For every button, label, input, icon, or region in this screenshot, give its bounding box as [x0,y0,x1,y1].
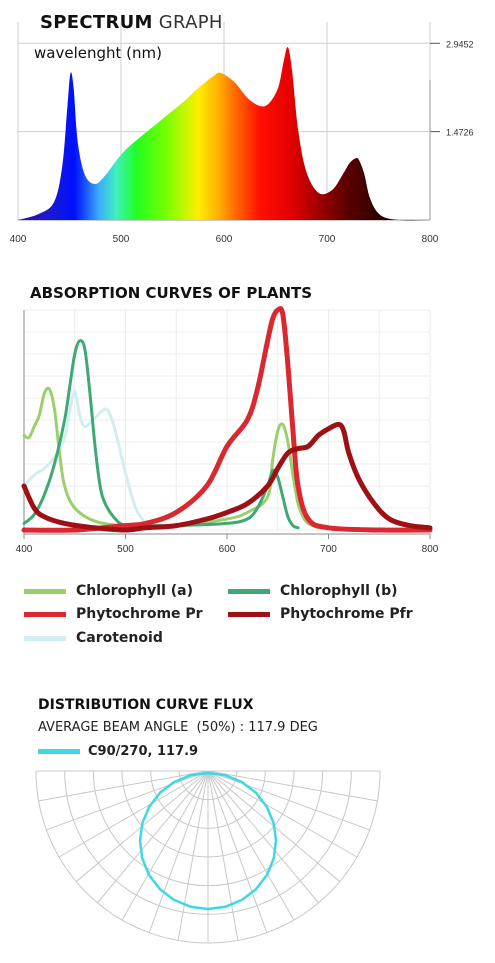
polar-spoke [148,770,209,933]
legend-label-chlorophyll-a: Chlorophyll (a) [76,583,194,599]
polar-spoke [58,770,209,858]
polar-spoke [121,770,209,921]
legend-label-phytochrome-pfr: Phytochrome Pfr [280,606,413,622]
spectrum-y-tick-label: 2.9452 [446,39,474,49]
flux-polar-chart [35,770,381,944]
polar-spoke [177,770,209,941]
absorption-x-tick-label: 400 [16,544,33,555]
polar-spoke [207,770,295,921]
legend-carotenoid: Carotenoid [24,630,163,646]
spectrum-x-tick-label: 600 [216,234,233,245]
spectrum-title: SPECTRUM GRAPH [40,12,223,33]
polar-spoke [207,770,378,802]
spectrum-x-tick-label: 800 [422,234,439,245]
polar-spoke [207,770,370,831]
absorption-line-carotenoid [22,389,148,525]
absorption-x-tick-label: 800 [422,544,439,555]
legend-label-carotenoid: Carotenoid [76,630,163,646]
absorption-line-phytochrome-pfr [21,421,433,533]
spectrum-title-rest: GRAPH [152,12,223,33]
flux-legend: C90/270, 117.9 [38,744,198,759]
polar-spoke [207,770,239,941]
legend-chlorophyll-b: Chlorophyll (b) [228,583,398,599]
spectrum-x-tick-label: 500 [113,234,130,245]
polar-spoke [207,770,319,904]
legend-swatch-chlorophyll-a [24,588,66,594]
flux-title: DISTRIBUTION CURVE FLUX [38,697,254,713]
absorption-x-tick-label: 600 [219,544,236,555]
polar-spoke [97,770,209,904]
polar-spoke [207,770,268,933]
absorption-chart: 400 500 600 700 800 [16,305,439,555]
absorption-title: ABSORPTION CURVES OF PLANTS [30,284,313,302]
spectrum-y-tick-label: 1.4726 [446,128,474,138]
absorption-x-tick-label: 700 [320,544,337,555]
flux-legend-label: C90/270, 117.9 [88,744,199,759]
legend-phytochrome-pr: Phytochrome Pr [24,606,203,622]
spectrum-chart: 400 500 600 700 800 1.4726 2.9452 [10,22,474,245]
legend-label-chlorophyll-b: Chlorophyll (b) [280,583,398,599]
spectrum-section: SPECTRUM GRAPH wavelenght (nm) [0,0,495,250]
absorption-line-chlorophyll-a [22,386,320,530]
legend-swatch-phytochrome-pr [24,611,66,617]
legend-swatch-carotenoid [24,635,66,641]
legend-phytochrome-pfr: Phytochrome Pfr [228,606,413,622]
absorption-line-phytochrome-pr [21,305,433,533]
polar-spoke [207,770,358,858]
legend-swatch-phytochrome-pfr [228,611,270,617]
flux-subtitle: AVERAGE BEAM ANGLE (50%) : 117.9 DEG [38,720,318,735]
spectrum-subtitle: wavelenght (nm) [34,44,162,62]
spectrum-title-bold: SPECTRUM [40,12,153,33]
absorption-x-tick-label: 500 [117,544,134,555]
polar-spoke [38,770,209,802]
polar-beam-curve [138,771,278,911]
spectrum-x-tick-label: 400 [10,234,27,245]
legend-swatch-chlorophyll-b [228,588,270,594]
polar-spoke [46,770,209,831]
spectrum-x-tick-label: 700 [319,234,336,245]
flux-legend-swatch [38,749,80,754]
spectrum-area [18,47,430,221]
legend-label-phytochrome-pr: Phytochrome Pr [76,606,203,622]
legend-chlorophyll-a: Chlorophyll (a) [24,583,193,599]
